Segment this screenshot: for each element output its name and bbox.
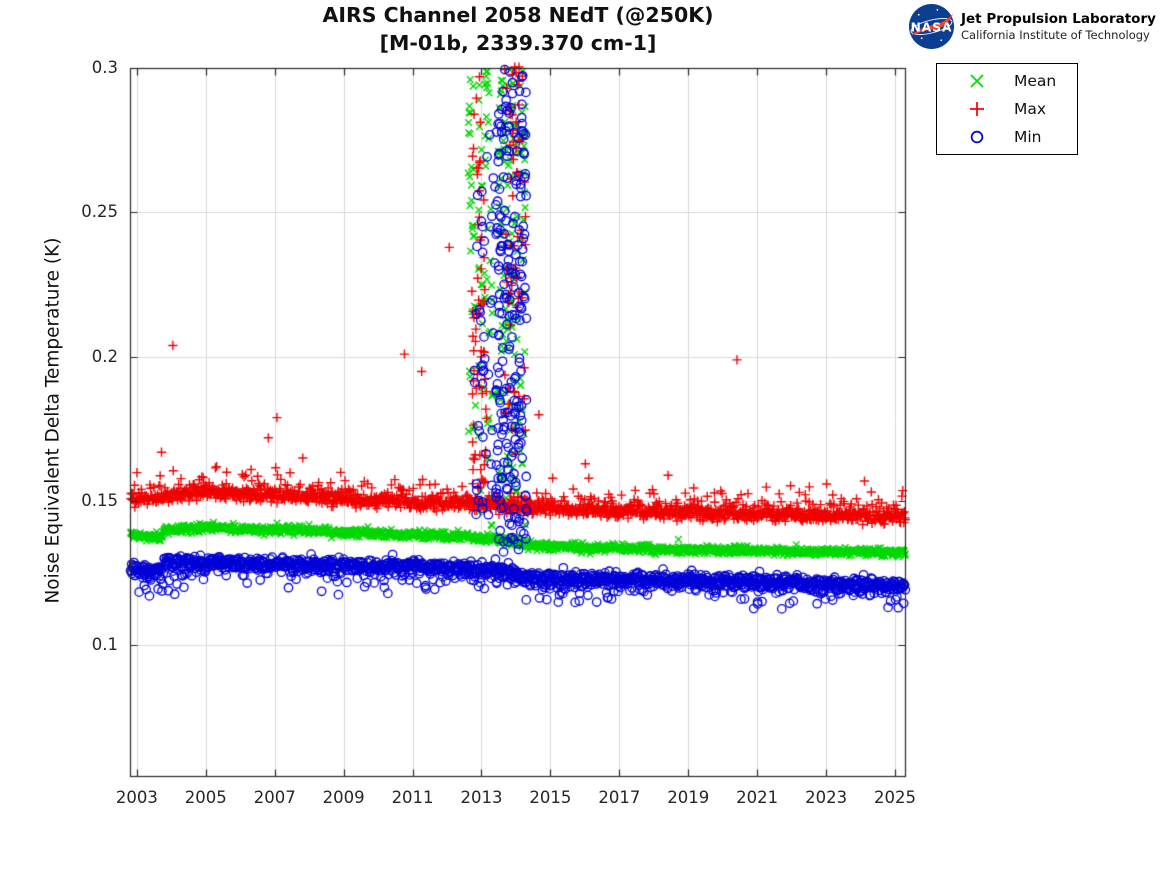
jpl-name: Jet Propulsion Laboratory <box>961 11 1156 27</box>
max-plus-marker-icon <box>964 98 990 120</box>
legend-label-min: Min <box>1014 128 1042 146</box>
x-tick-label: 2019 <box>667 788 710 807</box>
nasa-logo-text: NASA <box>911 20 953 34</box>
x-tick-label: 2023 <box>805 788 848 807</box>
x-tick-label: 2011 <box>391 788 434 807</box>
y-tick-label: 0.15 <box>81 490 118 510</box>
x-tick-label: 2009 <box>322 788 365 807</box>
mean-x-marker-icon <box>964 70 990 92</box>
y-axis-label: Noise Equivalent Delta Temperature (K) <box>42 237 64 604</box>
legend: Mean Max Min <box>936 63 1078 155</box>
min-circle-marker-icon <box>964 126 990 148</box>
chart-subtitle: [M-01b, 2339.370 cm-1] <box>379 31 657 55</box>
x-tick-label: 2025 <box>874 788 916 807</box>
x-tick-label: 2021 <box>736 788 779 807</box>
x-tick-label: 2015 <box>529 788 572 807</box>
legend-label-max: Max <box>1014 100 1047 118</box>
y-tick-label: 0.25 <box>81 202 118 222</box>
logo-block: NASA Jet Propulsion Laboratory Californi… <box>908 3 1156 50</box>
legend-label-mean: Mean <box>1014 72 1057 90</box>
x-tick-label: 2013 <box>460 788 503 807</box>
y-tick-label: 0.1 <box>91 635 118 655</box>
chart-title: AIRS Channel 2058 NEdT (@250K) <box>322 3 714 27</box>
legend-item-mean: Mean <box>937 69 1077 94</box>
nasa-logo-icon: NASA <box>908 3 955 50</box>
y-tick-label: 0.2 <box>91 346 118 366</box>
x-tick-label: 2007 <box>253 788 296 807</box>
x-tick-label: 2017 <box>598 788 641 807</box>
x-tick-label: 2005 <box>184 788 227 807</box>
jpl-text-block: Jet Propulsion Laboratory California Ins… <box>961 11 1156 42</box>
y-tick-label: 0.3 <box>91 58 118 77</box>
legend-item-max: Max <box>937 97 1077 122</box>
legend-item-min: Min <box>937 125 1077 150</box>
jpl-subtitle: California Institute of Technology <box>961 28 1150 42</box>
x-tick-label: 2003 <box>115 788 158 807</box>
